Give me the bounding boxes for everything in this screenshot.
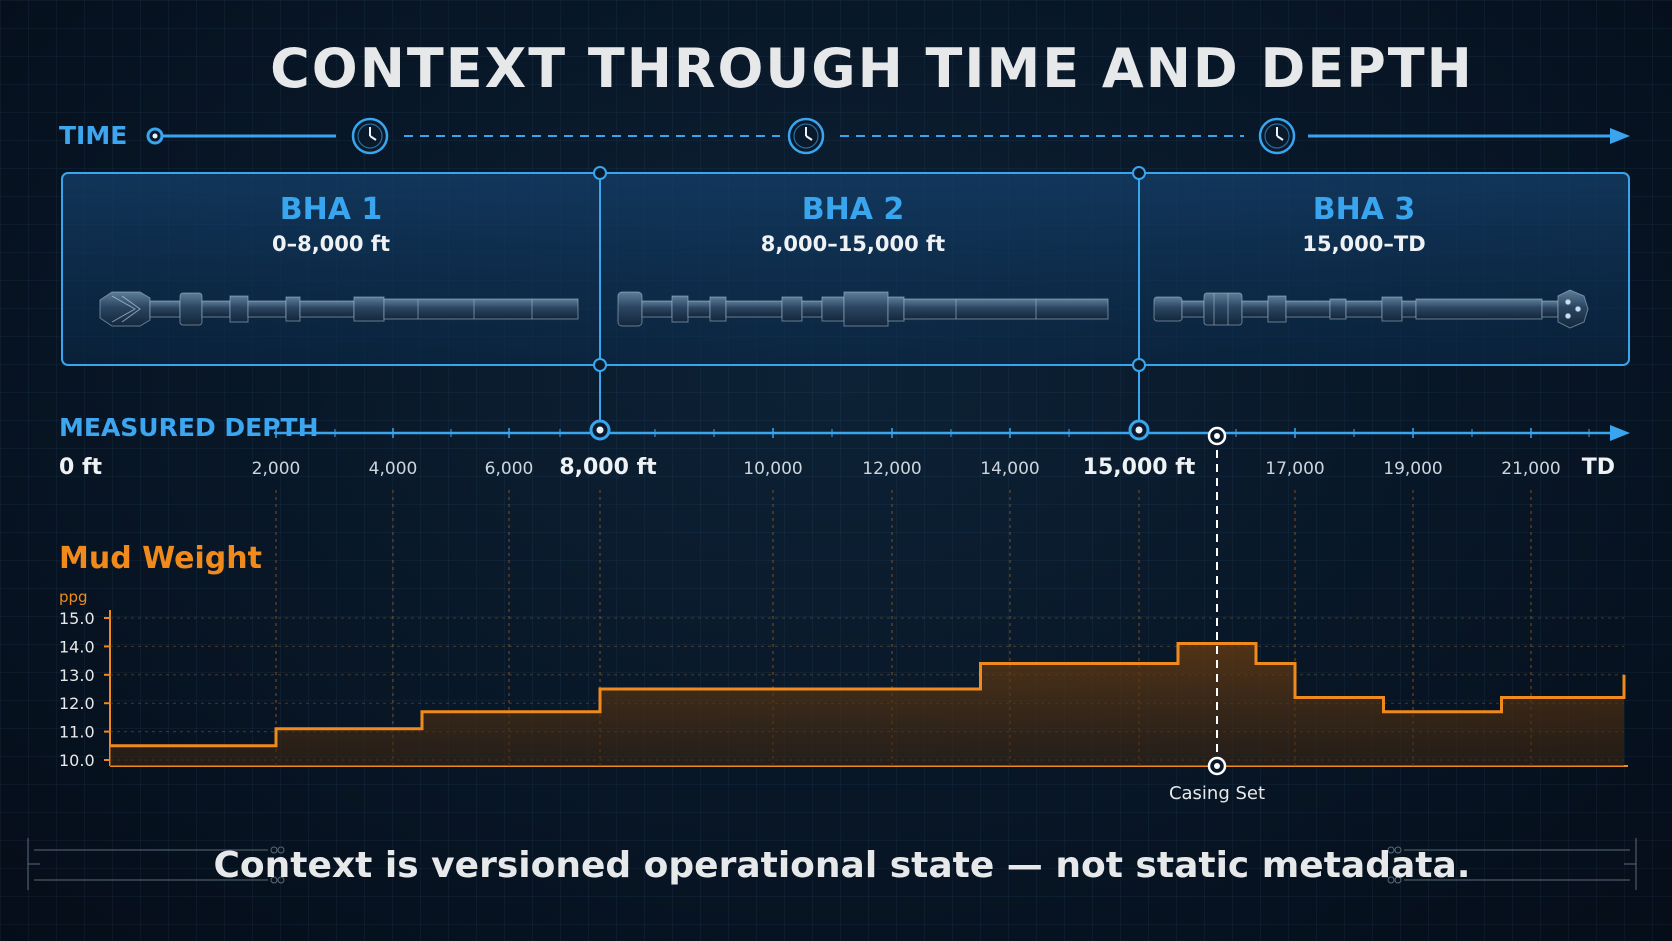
bha-1-tool-illustration: [99, 291, 579, 327]
bha-boundary-node-center: [1135, 426, 1143, 434]
clock-icon: [787, 117, 825, 155]
bha-3-tool-illustration: [1153, 289, 1589, 329]
depth-tick-label: 15,000 ft: [1083, 455, 1196, 480]
bha-2-range: 8,000–15,000 ft: [761, 232, 945, 256]
time-axis: [146, 127, 1630, 145]
mud-weight-y-tick-label: 15.0: [59, 609, 95, 628]
bha-boundary-node-center: [596, 426, 604, 434]
depth-tick-label: 0 ft: [59, 455, 103, 480]
bha-1-range: 0–8,000 ft: [272, 232, 390, 256]
bha-2-tool-illustration: [617, 291, 1109, 327]
bha-3-name: BHA 3: [1313, 192, 1416, 227]
mud-weight-chart: 10.0 11.0 12.0 13.0 14.0 15.0: [59, 490, 1628, 770]
casing-set-label: Casing Set: [1169, 783, 1265, 804]
footer-caption: Context is versioned operational state —…: [214, 845, 1471, 886]
clock-icon: [351, 117, 389, 155]
depth-tick-label: TD: [1582, 455, 1615, 480]
depth-tick-label: 12,000: [862, 459, 921, 479]
depth-tick-label: 21,000: [1501, 459, 1560, 479]
time-axis-label: TIME: [59, 121, 127, 150]
bha-3-range: 15,000–TD: [1302, 232, 1425, 256]
measured-depth-axis: [274, 425, 1630, 441]
depth-tick-label: 10,000: [743, 459, 802, 479]
mud-weight-y-tick-label: 12.0: [59, 694, 95, 713]
casing-set-node-center: [1214, 763, 1220, 769]
bha-2-name: BHA 2: [802, 192, 905, 227]
footer-decoration-left: [27, 838, 285, 890]
mud-weight-series-line: [110, 642, 1626, 748]
mud-weight-area: [110, 643, 1624, 766]
depth-tick-label: 17,000: [1265, 459, 1324, 479]
mud-weight-y-tick-label: 10.0: [59, 751, 95, 770]
mud-weight-y-tick-label: 13.0: [59, 666, 95, 685]
depth-tick-label: 14,000: [980, 459, 1039, 479]
casing-set-node-center: [1214, 433, 1220, 439]
casing-set-marker: [1207, 426, 1227, 776]
page-title: CONTEXT THROUGH TIME AND DEPTH: [270, 37, 1474, 100]
depth-tick-label: 2,000: [252, 459, 301, 479]
ppg-unit-label: ppg: [59, 588, 88, 606]
depth-tick-label: 19,000: [1383, 459, 1442, 479]
mud-weight-y-tick-label: 14.0: [59, 637, 95, 656]
bha-1-name: BHA 1: [280, 192, 383, 227]
measured-depth-label: MEASURED DEPTH: [59, 413, 319, 442]
clock-icon: [1258, 117, 1296, 155]
mud-weight-y-tick-label: 11.0: [59, 723, 95, 742]
depth-tick-label: 8,000 ft: [559, 455, 657, 480]
depth-tick-label: 6,000: [485, 459, 534, 479]
depth-tick-label: 4,000: [369, 459, 418, 479]
mud-weight-title: Mud Weight: [59, 541, 262, 576]
footer-decoration-right: [1387, 838, 1637, 890]
